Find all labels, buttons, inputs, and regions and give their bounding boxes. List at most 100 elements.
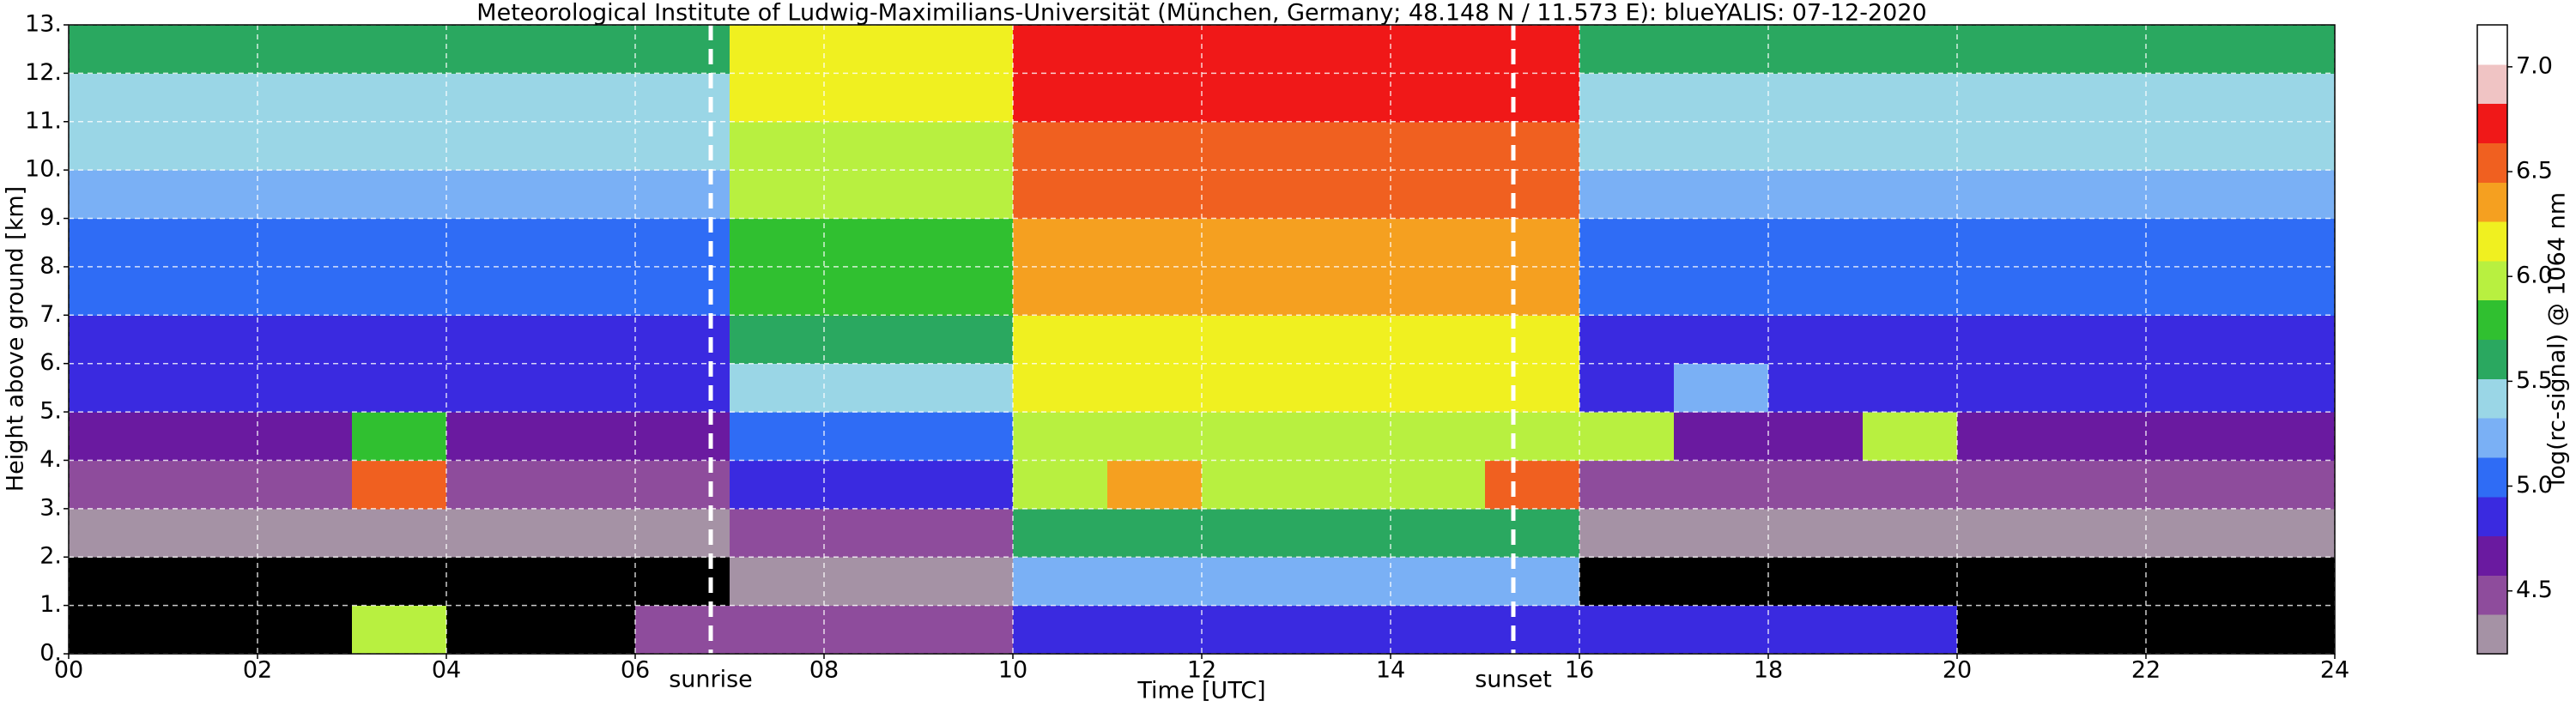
heatmap-cell — [1957, 508, 2052, 558]
heatmap-cell — [258, 25, 353, 74]
heatmap-cell — [824, 315, 919, 365]
heatmap-cell — [2052, 218, 2147, 268]
heatmap-cell — [1674, 170, 1769, 220]
heatmap-cell — [258, 412, 353, 461]
heatmap-cell — [730, 25, 825, 74]
heatmap-cell — [258, 460, 353, 510]
heatmap-cell — [1013, 121, 1108, 171]
heatmap-cell — [541, 557, 636, 607]
heatmap-cell — [163, 412, 258, 461]
heatmap-cell — [1296, 605, 1391, 655]
heatmap-cell — [1579, 605, 1675, 655]
heatmap-cell — [1768, 412, 1864, 461]
heatmap-cell — [1957, 315, 2052, 365]
y-tick-label: 7. — [39, 301, 62, 328]
x-tick-label: 18 — [1754, 657, 1783, 684]
heatmap-cell — [918, 25, 1014, 74]
heatmap-cell — [2146, 508, 2241, 558]
heatmap-cell — [446, 218, 542, 268]
heatmap-cell — [1013, 412, 1108, 461]
heatmap-cell — [1579, 25, 1675, 74]
chart-title: Meteorological Institute of Ludwig-Maxim… — [476, 0, 1926, 27]
x-tick-label: 22 — [2131, 657, 2161, 684]
heatmap-cell — [1296, 266, 1391, 316]
heatmap-cell — [1202, 605, 1297, 655]
heatmap-cell — [1485, 412, 1580, 461]
heatmap-cell — [2146, 170, 2241, 220]
heatmap-cell — [1485, 557, 1580, 607]
heatmap-cell — [918, 170, 1014, 220]
heatmap-cell — [635, 266, 730, 316]
heatmap-cell — [1296, 73, 1391, 123]
heatmap-cell — [1674, 315, 1769, 365]
heatmap-cell — [1485, 73, 1580, 123]
heatmap-cell — [1674, 121, 1769, 171]
heatmap-cell — [2240, 218, 2336, 268]
colorbar-segment — [2477, 418, 2507, 458]
heatmap-cell — [824, 363, 919, 413]
heatmap-cell — [258, 315, 353, 365]
annotation-label: sunrise — [669, 667, 753, 693]
x-tick-label: 10 — [998, 657, 1027, 684]
heatmap-cell — [1202, 73, 1297, 123]
heatmap-cell — [635, 605, 730, 655]
x-tick-label: 16 — [1565, 657, 1594, 684]
heatmap-cell — [730, 315, 825, 365]
heatmap-cell — [1863, 460, 1958, 510]
y-tick-label: 12. — [25, 59, 62, 86]
heatmap-cell — [352, 605, 447, 655]
heatmap-cell — [1296, 460, 1391, 510]
heatmap-cell — [258, 605, 353, 655]
heatmap-cell — [1674, 266, 1769, 316]
heatmap-cell — [69, 508, 164, 558]
heatmap-cell — [352, 25, 447, 74]
heatmap-cell — [1579, 508, 1675, 558]
heatmap-cell — [1863, 170, 1958, 220]
y-tick-label: 3. — [39, 494, 62, 521]
heatmap-cell — [352, 73, 447, 123]
heatmap-cell — [1863, 218, 1958, 268]
colorbar-segment — [2477, 299, 2507, 340]
heatmap-cell — [730, 266, 825, 316]
heatmap-cell — [635, 73, 730, 123]
heatmap-cell — [258, 508, 353, 558]
heatmap-cell — [1202, 460, 1297, 510]
heatmap-cell — [918, 508, 1014, 558]
colorbar-segment — [2477, 575, 2507, 615]
heatmap-cell — [1579, 266, 1675, 316]
y-axis-label: Height above ground [km] — [3, 186, 29, 492]
heatmap-cell — [1579, 557, 1675, 607]
heatmap-cell — [635, 557, 730, 607]
heatmap-cell — [163, 25, 258, 74]
heatmap-cell — [2052, 557, 2147, 607]
heatmap-cell — [2240, 508, 2336, 558]
heatmap-cell — [69, 412, 164, 461]
heatmap-cell — [541, 363, 636, 413]
x-tick-label: 12 — [1187, 657, 1216, 684]
heatmap-cell — [258, 73, 353, 123]
heatmap-cell — [446, 363, 542, 413]
heatmap-cell — [1579, 412, 1675, 461]
heatmap-cell — [446, 557, 542, 607]
heatmap-cell — [635, 218, 730, 268]
heatmap-cell — [446, 25, 542, 74]
heatmap-cell — [352, 363, 447, 413]
heatmap-cell — [635, 412, 730, 461]
heatmap-cell — [1107, 25, 1203, 74]
y-tick-label: 13. — [25, 11, 62, 38]
heatmap-cell — [1674, 460, 1769, 510]
heatmap-cell — [1107, 73, 1203, 123]
heatmap-cell — [1579, 170, 1675, 220]
heatmap-cell — [918, 218, 1014, 268]
heatmap-cell — [1957, 25, 2052, 74]
colorbar-segment — [2477, 103, 2507, 143]
heatmap-cell — [1579, 218, 1675, 268]
heatmap-cell — [1013, 557, 1108, 607]
heatmap-cell — [1674, 363, 1769, 413]
heatmap-cell — [1579, 460, 1675, 510]
heatmap-cell — [1202, 25, 1297, 74]
heatmap-cell — [1296, 218, 1391, 268]
colorbar-segment — [2477, 260, 2507, 301]
heatmap-cell — [541, 605, 636, 655]
heatmap-cell — [1863, 508, 1958, 558]
